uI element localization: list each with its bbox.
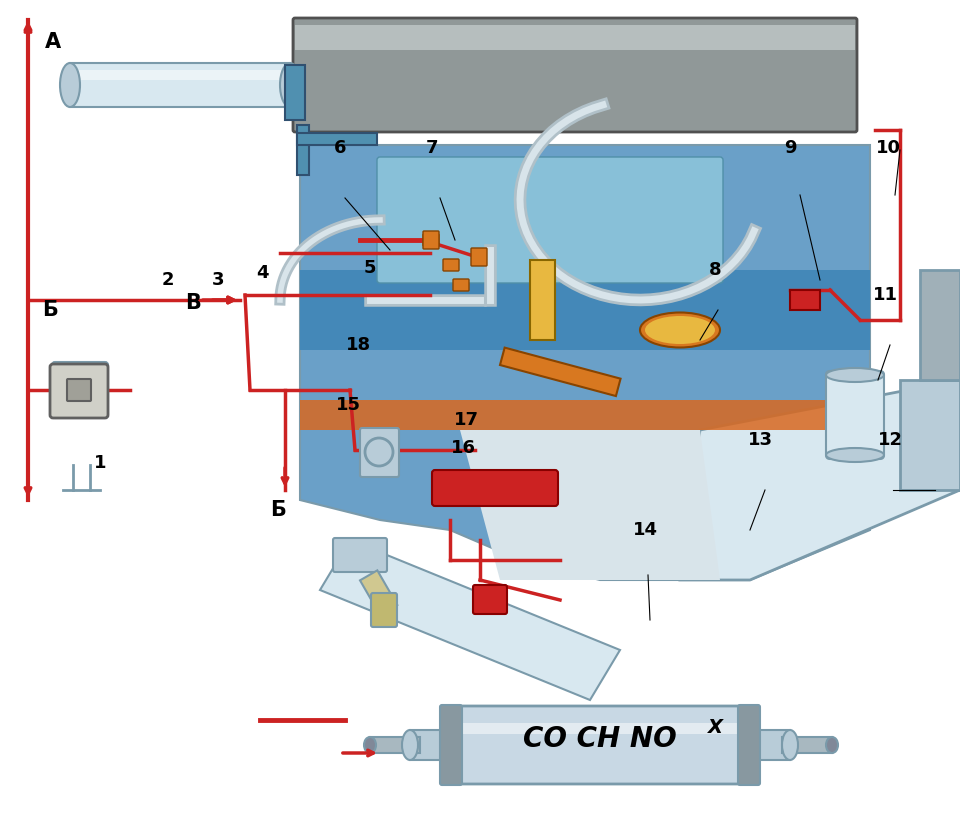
Text: А: А <box>45 32 61 52</box>
FancyBboxPatch shape <box>50 364 108 418</box>
Polygon shape <box>680 380 960 580</box>
FancyBboxPatch shape <box>52 362 108 418</box>
Ellipse shape <box>826 737 838 753</box>
Text: 9: 9 <box>783 139 796 157</box>
FancyBboxPatch shape <box>826 371 884 459</box>
Bar <box>410 730 460 760</box>
FancyBboxPatch shape <box>377 157 723 283</box>
Text: 15: 15 <box>335 396 361 414</box>
Text: 7: 7 <box>425 139 439 157</box>
Text: 5: 5 <box>364 259 376 277</box>
Text: 14: 14 <box>633 521 658 539</box>
FancyBboxPatch shape <box>68 373 92 397</box>
FancyBboxPatch shape <box>446 706 754 784</box>
Bar <box>297 133 377 145</box>
Text: 2: 2 <box>161 271 175 289</box>
FancyBboxPatch shape <box>423 234 439 246</box>
Text: 18: 18 <box>346 336 371 354</box>
Text: X: X <box>708 718 723 737</box>
Ellipse shape <box>364 737 376 753</box>
Ellipse shape <box>645 316 715 344</box>
Polygon shape <box>300 145 870 580</box>
FancyBboxPatch shape <box>360 428 399 477</box>
Text: 3: 3 <box>212 271 225 289</box>
Ellipse shape <box>402 730 418 760</box>
Ellipse shape <box>640 313 720 348</box>
Bar <box>530 260 555 340</box>
Text: 13: 13 <box>748 431 773 449</box>
Bar <box>297 125 309 175</box>
Bar <box>360 570 397 615</box>
Ellipse shape <box>280 63 300 107</box>
Circle shape <box>365 438 393 466</box>
Ellipse shape <box>826 448 884 462</box>
FancyBboxPatch shape <box>471 248 487 266</box>
FancyBboxPatch shape <box>67 379 91 401</box>
Ellipse shape <box>60 63 80 107</box>
FancyBboxPatch shape <box>440 705 462 785</box>
Text: 12: 12 <box>877 431 902 449</box>
Ellipse shape <box>826 368 884 382</box>
FancyBboxPatch shape <box>432 470 558 506</box>
Text: Б: Б <box>270 500 286 520</box>
Bar <box>790 290 820 310</box>
Text: 6: 6 <box>334 139 347 157</box>
Polygon shape <box>320 540 620 700</box>
Text: 1: 1 <box>94 454 107 472</box>
FancyBboxPatch shape <box>293 18 857 132</box>
Text: 11: 11 <box>873 286 898 304</box>
Text: В: В <box>185 293 201 313</box>
Text: 16: 16 <box>450 439 475 457</box>
Text: 4: 4 <box>255 264 268 282</box>
Text: 8: 8 <box>708 261 721 279</box>
FancyBboxPatch shape <box>423 231 439 249</box>
Text: CO CH NO: CO CH NO <box>523 725 677 753</box>
Bar <box>300 270 870 350</box>
Bar <box>295 25 855 50</box>
Bar <box>70 63 290 107</box>
Text: 10: 10 <box>876 139 900 157</box>
Bar <box>900 380 960 490</box>
Bar <box>460 723 740 734</box>
Bar <box>370 737 420 753</box>
Bar <box>300 400 870 430</box>
Text: Б: Б <box>42 300 58 320</box>
FancyBboxPatch shape <box>333 538 387 572</box>
Text: 17: 17 <box>453 411 478 429</box>
Bar <box>500 348 620 396</box>
Bar <box>285 65 305 120</box>
Bar <box>740 730 790 760</box>
FancyBboxPatch shape <box>738 705 760 785</box>
FancyBboxPatch shape <box>453 279 469 291</box>
Bar <box>782 737 832 753</box>
Bar <box>70 70 290 80</box>
FancyBboxPatch shape <box>473 585 507 614</box>
Bar <box>920 270 960 380</box>
FancyBboxPatch shape <box>443 259 459 271</box>
Polygon shape <box>460 430 720 580</box>
Ellipse shape <box>782 730 798 760</box>
FancyBboxPatch shape <box>371 593 397 627</box>
